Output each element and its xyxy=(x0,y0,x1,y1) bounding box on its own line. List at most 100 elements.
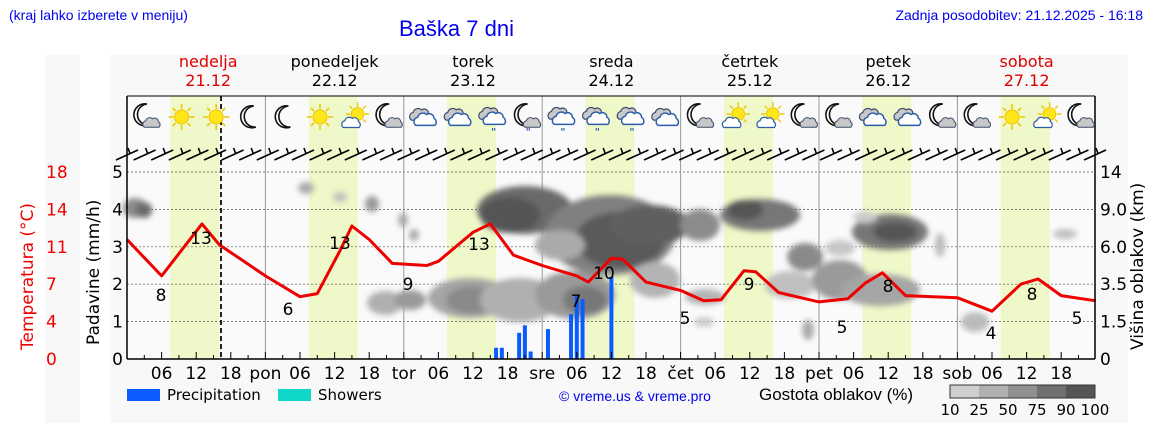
density-tick-label: 50 xyxy=(998,401,1017,419)
day-name: nedelja xyxy=(178,52,238,71)
wind-barb-icon xyxy=(837,147,860,161)
cloud-height-tick-label: 3.5 xyxy=(1100,275,1127,295)
wind-barb-icon xyxy=(538,147,561,161)
cloud-height-tick-label: 6.0 xyxy=(1100,238,1127,258)
wind-barb-icon xyxy=(221,147,244,161)
legend-showers-swatch xyxy=(278,389,311,401)
temperature-label: 13 xyxy=(190,229,212,249)
wind-barb-icon xyxy=(467,147,491,161)
x-tick-label: 06 xyxy=(428,364,450,384)
wind-barb-icon xyxy=(643,147,667,161)
day-date: 23.12 xyxy=(450,71,496,90)
day-name: četrtek xyxy=(721,52,779,71)
wind-barb-icon xyxy=(432,147,456,161)
precipitation-bar xyxy=(609,276,614,359)
temperature-label: 9 xyxy=(403,275,414,295)
precip-tick-label: 1 xyxy=(112,313,123,333)
region-select-hint[interactable]: (kraj lahko izberete v meniju) xyxy=(9,7,188,23)
wind-barb-icon xyxy=(1083,147,1107,161)
wind-barb-icon xyxy=(978,147,1001,161)
x-tick-label: 18 xyxy=(774,364,796,384)
day-date: 27.12 xyxy=(1003,71,1050,90)
cloud-drizzle-icon: " xyxy=(478,106,507,138)
temperature-tick-label: 4 xyxy=(46,313,57,333)
day-header-6: sobota 27.12 xyxy=(957,52,1097,90)
x-tick-label: 12 xyxy=(877,364,899,384)
wind-barb-icon xyxy=(573,147,596,161)
cloud-height-tick-label: 1.5 xyxy=(1100,313,1127,333)
day-name: torek xyxy=(452,52,494,71)
temperature-tick-label: 7 xyxy=(46,275,57,295)
density-swatch xyxy=(979,385,1008,398)
wind-barb-icon xyxy=(450,147,473,161)
cloud-drizzle-icon: " xyxy=(582,106,610,138)
x-tick-label: 18 xyxy=(1050,364,1072,384)
x-tick-label: 06 xyxy=(289,364,311,384)
svg-text:": " xyxy=(629,127,634,138)
x-tick-label: 18 xyxy=(912,364,934,384)
temperature-label: 6 xyxy=(283,300,294,320)
wind-barb-icon xyxy=(1066,147,1089,161)
density-tick-label: 90 xyxy=(1056,401,1075,419)
precip-tick-label: 2 xyxy=(112,275,123,295)
wind-barb-icon xyxy=(802,147,825,161)
wind-barb-icon xyxy=(995,147,1019,161)
temperature-label: 5 xyxy=(1072,309,1083,329)
x-tick-label: tor xyxy=(392,364,416,384)
x-tick-label: 12 xyxy=(1016,364,1038,384)
wind-barb-icon xyxy=(749,147,772,161)
precipitation-bar xyxy=(499,347,504,359)
density-tick-label: 75 xyxy=(1027,401,1046,419)
wind-barb-icon xyxy=(925,147,948,161)
x-tick-label: 12 xyxy=(462,364,484,384)
x-tick-label: sre xyxy=(529,364,555,384)
temperature-label: 8 xyxy=(156,286,167,306)
precipitation-bar xyxy=(545,329,550,359)
day-header-5: petek 26.12 xyxy=(818,52,958,90)
wind-barb-icon xyxy=(502,147,526,161)
wind-barb-icon xyxy=(1013,147,1036,161)
x-tick-label: 06 xyxy=(151,364,173,384)
x-tick-label: 06 xyxy=(981,364,1003,384)
wind-barb-icon xyxy=(291,147,315,161)
page-title: Baška 7 dni xyxy=(399,16,514,41)
copyright-link[interactable]: © vreme.us & vreme.pro xyxy=(559,388,711,404)
day-date: 22.12 xyxy=(311,71,358,90)
x-tick-label: 12 xyxy=(739,364,761,384)
wind-barb-icon xyxy=(362,147,385,161)
wind-barb-icon xyxy=(168,147,192,161)
density-tick-label: 25 xyxy=(969,401,988,419)
svg-text:": " xyxy=(526,127,531,138)
cloud-drizzle-icon: " xyxy=(616,106,645,138)
temperature-label: 5 xyxy=(680,309,691,329)
wind-barb-icon xyxy=(309,147,332,161)
x-tick-label: 12 xyxy=(601,364,623,384)
cloud-density-field xyxy=(123,182,1077,340)
wind-barb-icon xyxy=(186,147,209,161)
wind-barb-icon xyxy=(150,147,174,161)
temperature-label: 9 xyxy=(744,275,755,295)
wind-barb-icon xyxy=(274,147,297,161)
day-name: ponedeljek xyxy=(290,52,379,71)
temperature-tick-label: 11 xyxy=(46,238,68,258)
moon-cloud-drizzle-icon: " xyxy=(513,102,542,138)
x-tick-label: 18 xyxy=(635,364,657,384)
daylight-band xyxy=(1000,96,1050,359)
precip-tick-label: 3 xyxy=(112,238,123,258)
legend-showers-label: Showers xyxy=(318,386,382,404)
wind-barb-icon xyxy=(238,147,262,161)
temperature-label: 7 xyxy=(571,292,582,312)
wind-barb-icon xyxy=(819,147,843,161)
daylight-band xyxy=(308,96,358,359)
temperature-tick-label: 18 xyxy=(46,163,68,183)
wind-barb-icon xyxy=(397,147,420,161)
daylight-band xyxy=(170,96,220,359)
wind-barb-icon xyxy=(960,147,984,161)
x-tick-label: 06 xyxy=(566,364,588,384)
day-header-4: četrtek 25.12 xyxy=(680,52,820,90)
wind-barb-icon xyxy=(942,147,966,161)
precip-tick-label: 5 xyxy=(112,163,123,183)
cloud-height-tick-label: 9.0 xyxy=(1100,200,1127,220)
day-header-3: sreda 24.12 xyxy=(541,52,681,90)
